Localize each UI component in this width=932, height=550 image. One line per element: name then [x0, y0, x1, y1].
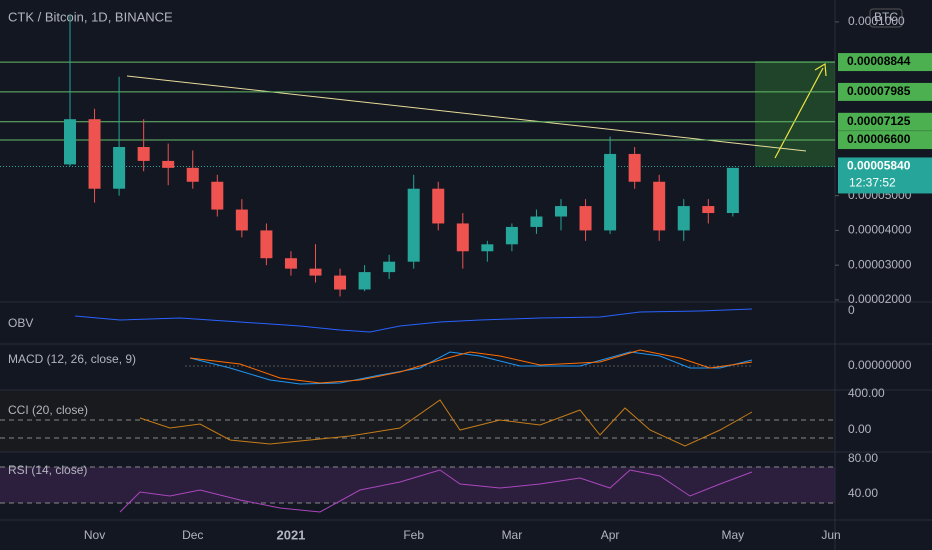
candle-body [186, 167, 199, 182]
indicator-label: RSI (14, close) [8, 463, 87, 477]
candle-body [456, 223, 469, 252]
indicator-tick: 40.00 [848, 486, 878, 500]
indicator-tick: 400.00 [848, 386, 885, 400]
candle-body [162, 160, 175, 168]
candle-body [137, 147, 150, 161]
candle-body [284, 258, 297, 269]
x-tick-label: May [722, 528, 745, 542]
price-label: 0.00006600 [847, 132, 911, 146]
signal-line [189, 349, 753, 384]
candle-body [260, 230, 273, 259]
price-label: 0.00005840 [847, 159, 911, 173]
x-tick-label: Jun [821, 528, 840, 542]
indicator-tick: 0.00000000 [848, 358, 912, 372]
cci-line [139, 399, 753, 447]
candle-body [604, 153, 617, 231]
currency: BTC [874, 10, 898, 24]
arrow-head [814, 62, 827, 77]
candle-body [383, 261, 396, 273]
price-label: 0.00007125 [847, 114, 911, 128]
y-tick-label: 0.00002000 [848, 292, 912, 306]
obv-line [74, 308, 753, 333]
y-tick-label: 0.0001000 [848, 14, 905, 28]
indicator-tick: 0 [848, 303, 855, 317]
candle-body [579, 206, 592, 231]
indicator-tick: 80.00 [848, 451, 878, 465]
x-tick-label: Mar [502, 528, 523, 542]
target-zone [755, 61, 835, 167]
candle-body [88, 119, 101, 189]
arrow [774, 67, 824, 159]
price-label-bg [838, 131, 932, 150]
y-tick-label: 0.00004000 [848, 223, 912, 237]
countdown: 12:37:52 [849, 176, 896, 190]
chart-title: CTK / Bitcoin, 1D, BINANCE [8, 9, 173, 24]
candle-body [653, 181, 666, 231]
x-tick-label: Apr [601, 528, 620, 542]
candle-body [530, 216, 543, 227]
candle-body [211, 181, 224, 210]
candle-body [432, 188, 445, 224]
candle-body [407, 188, 420, 262]
price-label-bg [838, 82, 932, 101]
price-label: 0.00008844 [847, 54, 911, 68]
indicator-tick: 0.00 [848, 422, 872, 436]
candle-body [702, 206, 715, 214]
cci-pane-bg [0, 390, 835, 452]
candle-body [726, 167, 739, 214]
currency-badge[interactable] [869, 8, 903, 28]
price-label-bg [838, 112, 932, 131]
candle-body [358, 272, 371, 290]
candle-body [555, 206, 567, 217]
x-tick-label: Dec [182, 528, 203, 542]
price-label-bg [838, 157, 932, 194]
candle-body [64, 119, 76, 165]
x-tick-label: 2021 [276, 527, 305, 542]
x-tick-label: Nov [84, 528, 105, 542]
price-label-bg [838, 53, 932, 72]
candle-body [113, 147, 126, 189]
candle-body [309, 268, 322, 276]
rsi-band [0, 467, 835, 503]
trendline [126, 75, 807, 152]
indicator-label: CCI (20, close) [8, 403, 88, 417]
candle-body [334, 275, 347, 290]
candle-body [677, 206, 690, 231]
indicator-label: MACD (12, 26, close, 9) [8, 352, 136, 366]
candle-body [481, 244, 494, 252]
x-tick-label: Feb [403, 528, 424, 542]
macd-line [189, 351, 753, 385]
rsi-line [119, 469, 753, 513]
indicator-label: OBV [8, 316, 33, 330]
y-tick-label: 0.00003000 [848, 257, 912, 271]
candle-body [235, 209, 248, 231]
candle-body [505, 226, 518, 245]
candle-body [628, 153, 641, 182]
price-label: 0.00007985 [847, 84, 911, 98]
